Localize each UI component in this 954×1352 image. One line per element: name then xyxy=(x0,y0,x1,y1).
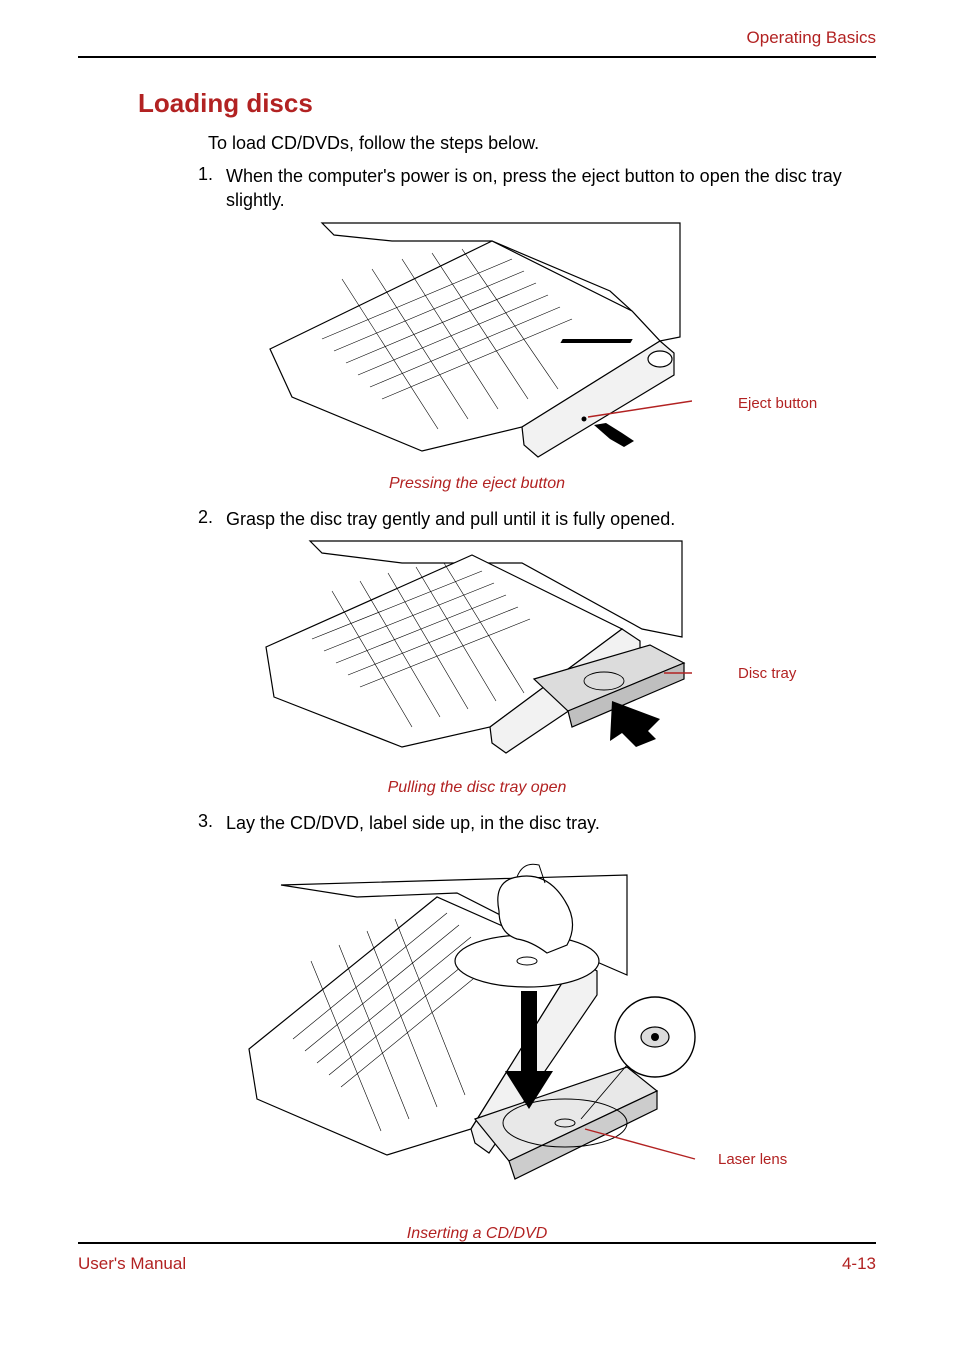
figure-2-caption: Pulling the disc tray open xyxy=(78,779,876,797)
figure-3-illustration xyxy=(247,841,707,1217)
step-3-number: 3. xyxy=(198,811,226,835)
footer-right: 4-13 xyxy=(842,1254,876,1274)
step-1-number: 1. xyxy=(198,164,226,213)
figure-2-callout: Disc tray xyxy=(738,665,796,682)
step-3: 3. Lay the CD/DVD, label side up, in the… xyxy=(198,811,876,835)
section-intro: To load CD/DVDs, follow the steps below. xyxy=(208,133,876,154)
figure-1-callout: Eject button xyxy=(738,395,817,412)
step-3-text: Lay the CD/DVD, label side up, in the di… xyxy=(226,811,610,835)
figure-1-caption: Pressing the eject button xyxy=(78,475,876,493)
figure-3: Laser lens xyxy=(78,841,876,1221)
figure-2-illustration xyxy=(262,537,692,771)
footer-rule xyxy=(78,1242,876,1244)
figure-2: Disc tray xyxy=(78,537,876,775)
figure-1: Eject button xyxy=(78,219,876,471)
step-1: 1. When the computer's power is on, pres… xyxy=(198,164,876,213)
figure-3-callout: Laser lens xyxy=(718,1151,787,1168)
step-2-text: Grasp the disc tray gently and pull unti… xyxy=(226,507,685,531)
figure-3-caption: Inserting a CD/DVD xyxy=(78,1225,876,1243)
step-2-number: 2. xyxy=(198,507,226,531)
step-2: 2. Grasp the disc tray gently and pull u… xyxy=(198,507,876,531)
figure-1-illustration xyxy=(262,219,692,467)
step-1-text: When the computer's power is on, press t… xyxy=(226,164,876,213)
header-section-name: Operating Basics xyxy=(78,28,876,48)
header-rule xyxy=(78,56,876,58)
page-footer: User's Manual 4-13 xyxy=(78,1242,876,1274)
footer-left: User's Manual xyxy=(78,1254,186,1274)
section-heading: Loading discs xyxy=(138,88,876,119)
